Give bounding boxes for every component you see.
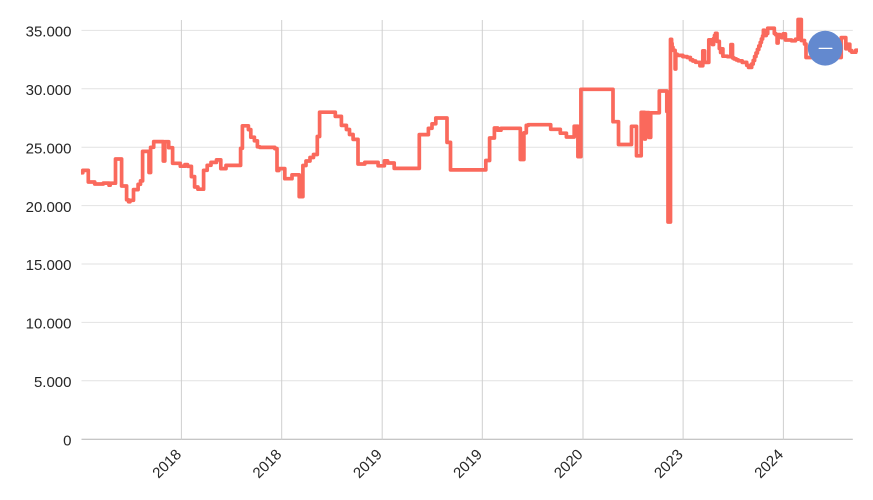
- svg-text:25.000: 25.000: [26, 140, 72, 157]
- svg-text:5.000: 5.000: [34, 374, 72, 391]
- svg-text:2019: 2019: [450, 446, 486, 482]
- svg-text:2020: 2020: [551, 446, 587, 482]
- svg-text:2018: 2018: [149, 446, 185, 482]
- svg-text:2023: 2023: [651, 446, 687, 482]
- svg-text:15.000: 15.000: [26, 257, 72, 274]
- svg-text:2018: 2018: [250, 446, 286, 482]
- svg-text:2019: 2019: [350, 446, 386, 482]
- svg-text:10.000: 10.000: [26, 316, 72, 333]
- svg-text:30.000: 30.000: [26, 82, 72, 99]
- svg-text:35.000: 35.000: [26, 24, 72, 41]
- svg-text:20.000: 20.000: [26, 199, 72, 216]
- svg-text:0: 0: [63, 432, 71, 449]
- svg-text:2024: 2024: [751, 446, 787, 482]
